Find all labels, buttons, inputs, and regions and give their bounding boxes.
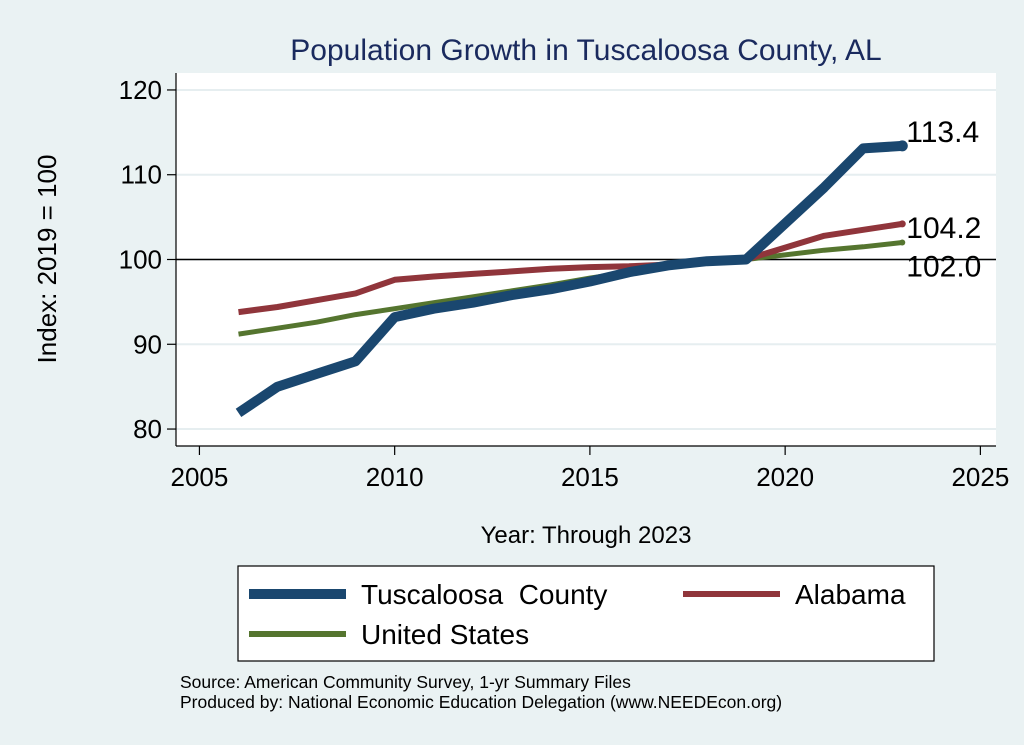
end-label-tuscaloosa: 113.4 <box>906 116 979 149</box>
legend-label-united-states: United States <box>361 619 529 650</box>
legend: Tuscaloosa County Alabama United States <box>237 565 935 662</box>
x-tick-label-2010: 2010 <box>366 462 424 492</box>
end-labels: 113.4 104.2 102.0 <box>906 116 981 284</box>
legend-label-alabama: Alabama <box>795 579 906 610</box>
x-axis-label: Year: Through 2023 <box>481 522 692 549</box>
series-line-alabama <box>238 220 903 316</box>
producer-note: Produced by: National Economic Education… <box>180 692 782 712</box>
y-tick-label-80: 80 <box>133 414 162 444</box>
y-tick-label-100: 100 <box>119 245 162 275</box>
y-tick-label-120: 120 <box>119 75 162 105</box>
series-lines <box>235 140 908 418</box>
end-label-alabama: 104.2 <box>906 212 981 245</box>
y-axis-label: Index: 2019 = 100 <box>32 155 62 364</box>
end-label-united-states: 102.0 <box>906 251 981 284</box>
series-endpoint-tuscaloosa <box>896 140 908 152</box>
legend-box <box>237 565 935 662</box>
series-endpoint-united-states <box>899 239 906 246</box>
x-tick-label-2025: 2025 <box>951 462 1009 492</box>
series-endpoint-alabama <box>898 220 906 228</box>
legend-label-tuscaloosa: Tuscaloosa County <box>361 579 607 610</box>
x-tick-label-2015: 2015 <box>561 462 619 492</box>
chart-title: Population Growth in Tuscaloosa County, … <box>290 34 881 67</box>
axes: 80 90 100 110 120 2005 2010 2015 2020 2025 <box>119 73 1009 492</box>
source-note: Source: American Community Survey, 1-yr … <box>180 672 631 692</box>
x-tick-label-2020: 2020 <box>756 462 814 492</box>
x-tick-label-2005: 2005 <box>171 462 229 492</box>
series-line-tuscaloosa <box>235 140 903 418</box>
y-tick-label-110: 110 <box>121 160 162 190</box>
y-tick-label-90: 90 <box>133 329 162 359</box>
